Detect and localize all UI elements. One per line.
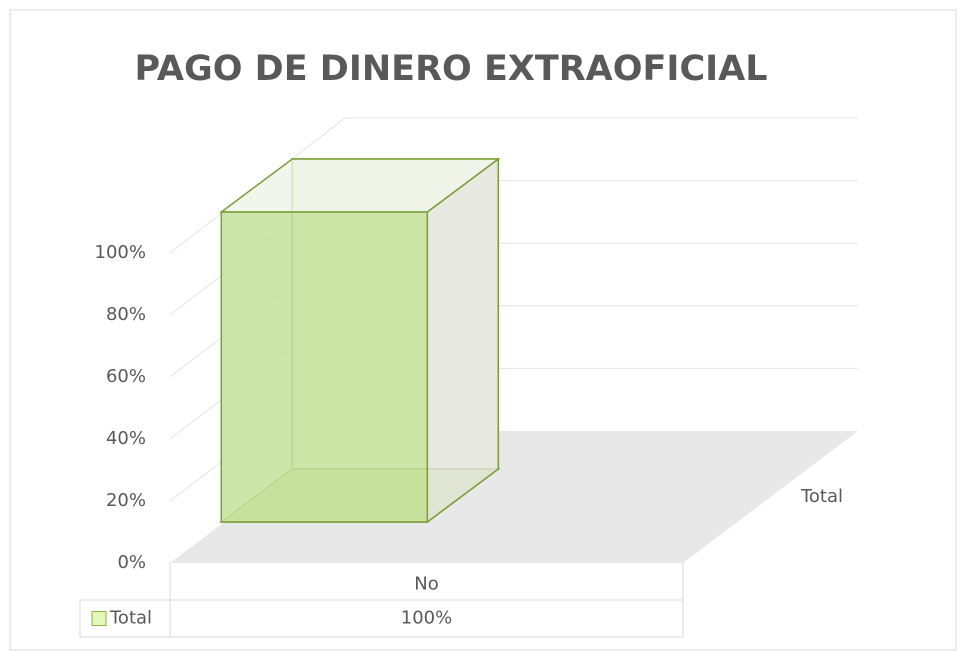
bar — [219, 157, 501, 524]
y-tick-label: 20% — [106, 490, 146, 511]
legend-key — [91, 611, 107, 626]
legend-label: Total — [109, 608, 152, 629]
bar-side — [426, 157, 500, 524]
bar-front — [220, 211, 429, 523]
y-tick-label: 40% — [106, 428, 146, 449]
chart-title: PAGO DE DINERO EXTRAOFICIAL — [134, 49, 767, 89]
depth-axis-label: Total — [800, 486, 843, 507]
y-tick-label: 0% — [117, 552, 146, 573]
y-tick-label: 80% — [106, 304, 146, 325]
y-tick-label: 100% — [95, 242, 146, 263]
value-label: 100% — [401, 608, 452, 629]
x-tick-label: No — [414, 574, 438, 595]
y-tick-label: 60% — [106, 366, 146, 387]
